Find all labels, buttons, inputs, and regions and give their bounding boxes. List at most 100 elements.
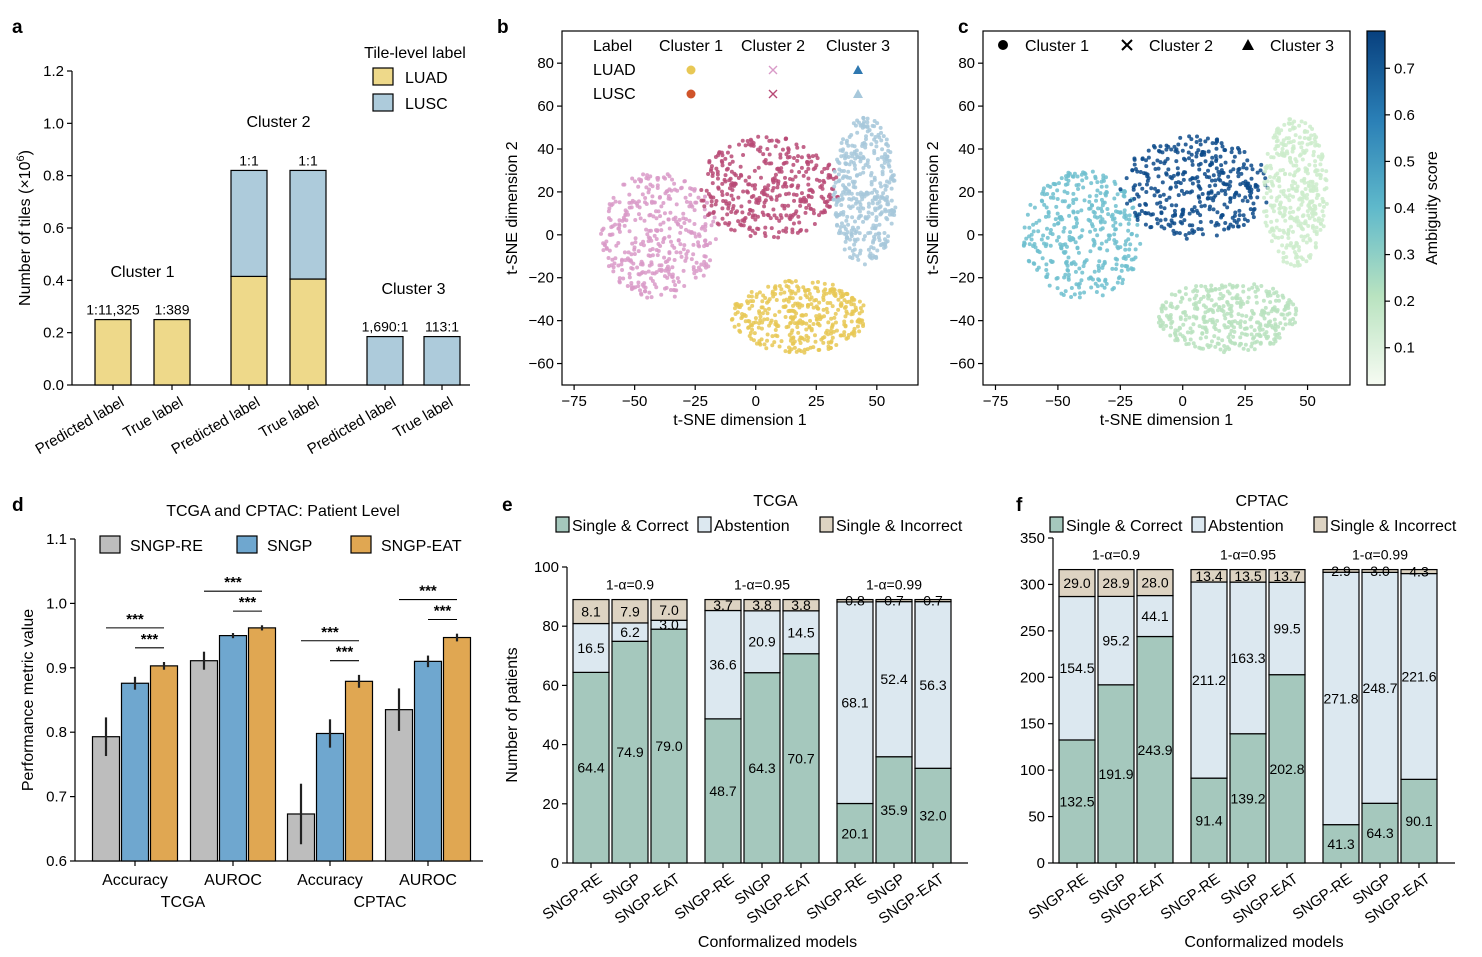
c-point xyxy=(1237,213,1242,218)
c-point xyxy=(1069,295,1074,300)
c-point xyxy=(1292,125,1297,130)
c-point xyxy=(1218,154,1223,159)
b-point xyxy=(650,194,655,199)
b-point xyxy=(885,202,890,207)
c-point xyxy=(1276,143,1281,148)
f-value-abstention: 211.2 xyxy=(1192,672,1226,688)
b-point xyxy=(778,155,783,160)
c-point xyxy=(1135,222,1140,227)
c-y-tick-label: −20 xyxy=(950,270,975,287)
c-point xyxy=(1102,220,1107,225)
c-point xyxy=(1273,173,1278,178)
c-point xyxy=(1260,308,1265,313)
b-point xyxy=(704,188,709,193)
d-bar xyxy=(247,627,277,862)
b-point xyxy=(732,324,737,329)
c-point xyxy=(1254,285,1259,290)
b-point xyxy=(675,221,680,226)
b-point xyxy=(616,263,621,268)
c-point xyxy=(1086,217,1091,222)
b-point xyxy=(706,213,711,218)
e-value-correct: 79.0 xyxy=(655,738,682,754)
c-point xyxy=(1138,241,1143,246)
c-point xyxy=(1282,205,1287,210)
b-point xyxy=(783,304,788,309)
c-point xyxy=(1155,158,1160,163)
f-value-incorrect: 13.4 xyxy=(1195,568,1222,584)
e-bar-incorrect xyxy=(572,598,610,625)
c-point xyxy=(1055,188,1060,193)
b-point xyxy=(693,200,698,205)
c-point xyxy=(1241,162,1246,167)
c-point xyxy=(1062,189,1067,194)
d-dataset-label: CPTAC xyxy=(353,894,406,911)
c-point xyxy=(1045,183,1050,188)
b-point xyxy=(853,185,858,190)
c-colorbar-tick-label: 0.4 xyxy=(1394,200,1415,217)
b-point xyxy=(846,335,851,340)
c-point xyxy=(1066,272,1071,277)
b-point xyxy=(636,272,641,277)
c-point xyxy=(1321,204,1326,209)
f-value-incorrect: 28.0 xyxy=(1141,575,1168,591)
c-point xyxy=(1206,308,1211,313)
c-point xyxy=(1216,336,1221,341)
b-point xyxy=(711,219,716,224)
c-colorbar-label: Ambiguity score xyxy=(1424,151,1441,265)
b-point xyxy=(689,257,694,262)
b-point xyxy=(810,280,815,285)
c-point xyxy=(1077,281,1082,286)
b-point xyxy=(629,200,634,205)
c-point xyxy=(1183,286,1188,291)
c-point xyxy=(1275,195,1280,200)
b-point xyxy=(842,298,847,303)
c-point xyxy=(1066,268,1071,273)
c-point xyxy=(1181,156,1186,161)
c-x-axis-label: t-SNE dimension 1 xyxy=(1100,412,1233,429)
c-point xyxy=(1273,332,1278,337)
c-legend-marker-triangle xyxy=(1242,39,1254,50)
c-y-axis-label: t-SNE dimension 2 xyxy=(925,141,942,274)
e-value-correct: 64.4 xyxy=(577,760,604,776)
b-point xyxy=(760,299,765,304)
b-point xyxy=(709,203,714,208)
c-point xyxy=(1271,286,1276,291)
b-point xyxy=(885,194,890,199)
b-point xyxy=(668,210,673,215)
b-point xyxy=(773,172,778,177)
c-colorbar-tick-label: 0.3 xyxy=(1394,247,1415,264)
d-x-tick-label: AUROC xyxy=(399,872,457,889)
f-bar-abstention xyxy=(1400,572,1438,780)
c-point xyxy=(1302,136,1307,141)
c-point xyxy=(1213,154,1218,159)
c-point xyxy=(1251,336,1256,341)
b-point xyxy=(812,222,817,227)
d-legend-label: SNGP-EAT xyxy=(381,538,462,555)
b-point xyxy=(625,283,630,288)
b-point xyxy=(745,139,750,144)
b-point xyxy=(790,296,795,301)
a-legend-label: LUAD xyxy=(405,70,448,87)
c-point xyxy=(1210,320,1215,325)
b-point xyxy=(631,261,636,266)
b-point xyxy=(633,200,638,205)
c-legend-marker-cross xyxy=(1121,39,1133,51)
c-point xyxy=(1099,179,1104,184)
d-y-tick-label: 0.9 xyxy=(46,660,67,677)
b-point xyxy=(869,132,874,137)
b-point xyxy=(870,190,875,195)
c-point xyxy=(1119,263,1124,268)
b-point xyxy=(774,216,779,221)
b-point xyxy=(644,176,649,181)
b-point xyxy=(775,194,780,199)
b-point xyxy=(740,138,745,143)
b-point xyxy=(819,170,824,175)
c-point xyxy=(1214,233,1219,238)
b-point xyxy=(682,243,687,248)
c-point xyxy=(1032,242,1037,247)
b-point xyxy=(803,210,808,215)
b-point xyxy=(840,294,845,299)
c-point xyxy=(1212,303,1217,308)
c-point xyxy=(1243,320,1248,325)
c-point xyxy=(1281,326,1286,331)
